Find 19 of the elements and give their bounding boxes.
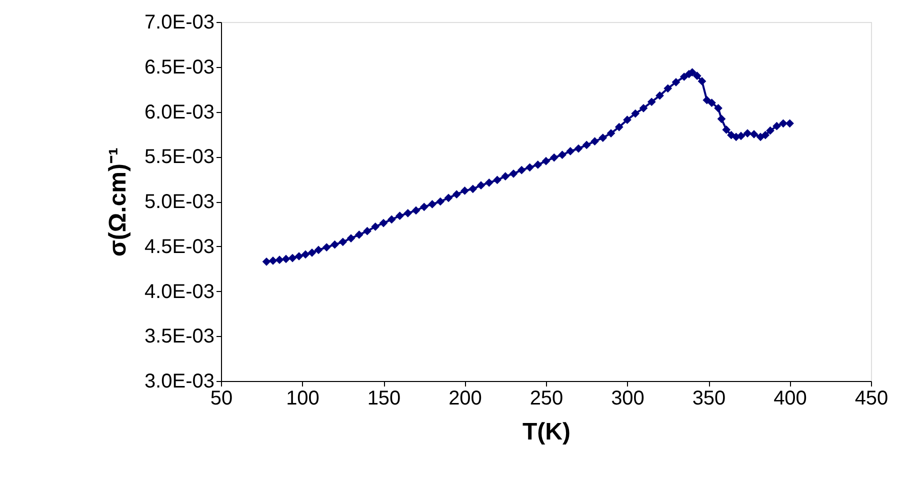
x-tick-label: 400 xyxy=(774,388,807,410)
y-tick-label: 4.0E-03 xyxy=(144,280,214,303)
x-tick-label: 150 xyxy=(367,388,401,410)
y-tick-label: 5.5E-03 xyxy=(144,146,214,168)
x-tick-label: 300 xyxy=(611,388,644,410)
x-tick-label: 50 xyxy=(210,388,233,410)
x-tick-label: 350 xyxy=(692,388,726,410)
y-tick-label: 7.0E-03 xyxy=(144,12,214,34)
x-tick-label: 450 xyxy=(854,388,888,410)
y-tick-label: 6.0E-03 xyxy=(144,101,214,124)
y-tick-label: 5.0E-03 xyxy=(144,191,214,213)
x-tick-label: 250 xyxy=(530,388,564,410)
x-tick-label: 200 xyxy=(448,388,482,410)
x-tick-label: 100 xyxy=(286,388,320,410)
y-tick-label: 4.5E-03 xyxy=(144,236,214,258)
x-axis-title: T(K) xyxy=(522,418,570,446)
y-tick-label: 6.5E-03 xyxy=(144,56,214,78)
y-axis-title: σ(Ω.cm)⁻¹ xyxy=(104,148,132,256)
y-tick-label: 3.5E-03 xyxy=(144,326,214,348)
